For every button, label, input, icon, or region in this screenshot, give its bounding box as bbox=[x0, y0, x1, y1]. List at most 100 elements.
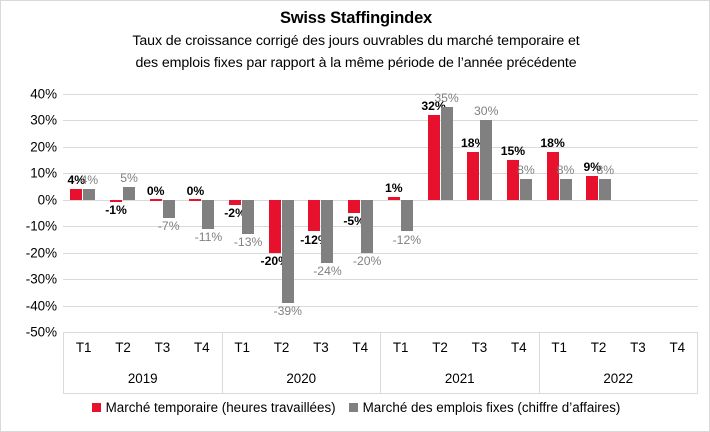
bar-temporary[interactable] bbox=[586, 175, 599, 200]
bar-temporary[interactable] bbox=[110, 199, 123, 203]
chart-subtitle-line-1: Taux de croissance corrigé des jours ouv… bbox=[132, 33, 580, 49]
quarter-label: T1 bbox=[392, 340, 409, 355]
bar-fixed[interactable] bbox=[242, 199, 255, 235]
zero-gridline bbox=[63, 200, 698, 201]
bar-fixed[interactable] bbox=[202, 199, 215, 229]
quarter-cell-group: T1 T2 T3 T4 bbox=[540, 332, 698, 363]
y-axis-tick-label: 30% bbox=[30, 112, 57, 128]
bar-temporary[interactable] bbox=[467, 152, 480, 200]
data-label-fixed: -39% bbox=[273, 303, 303, 318]
bar-temporary[interactable] bbox=[506, 160, 519, 200]
bar-fixed[interactable] bbox=[599, 178, 612, 200]
quarter-row: T1 T2 T3 T4 T1 T2 T3 T4 T1 T2 T3 T4 T1 T2 T3 T4 bbox=[64, 332, 697, 363]
data-label-temporary: -5% bbox=[343, 214, 365, 228]
quarter-cell-group: T1 T2 T3 T4 bbox=[381, 332, 540, 363]
year-label: 2020 bbox=[223, 363, 381, 393]
quarter-cell-group: T1 T2 T3 T4 bbox=[64, 332, 223, 363]
page-title: Swiss Staffingindex bbox=[279, 9, 433, 27]
y-axis-tick-label: -10% bbox=[25, 218, 57, 234]
data-label-fixed: 8% bbox=[556, 162, 575, 177]
bar-temporary[interactable] bbox=[546, 152, 559, 200]
data-label-fixed: -11% bbox=[194, 229, 223, 244]
bar-fixed[interactable] bbox=[480, 120, 493, 200]
data-label-temporary: 0% bbox=[146, 183, 165, 198]
quarter-label: T1 bbox=[551, 340, 567, 355]
quarter-label: T1 bbox=[75, 340, 92, 355]
chart-subtitle: Taux de croissance corrigé des jours ouv… bbox=[1, 31, 709, 74]
gridline bbox=[63, 120, 698, 121]
gridline bbox=[63, 279, 698, 280]
gridline bbox=[63, 147, 698, 148]
data-label-fixed: 4% bbox=[80, 173, 99, 188]
bar-fixed[interactable] bbox=[440, 107, 453, 200]
bar-temporary[interactable] bbox=[348, 199, 361, 213]
data-label-fixed: 8% bbox=[517, 162, 535, 177]
bar-temporary[interactable] bbox=[149, 198, 162, 201]
bar-fixed[interactable] bbox=[559, 178, 572, 200]
chart-subtitle-line-2: des emplois fixes par rapport à la même … bbox=[135, 54, 577, 71]
data-label-fixed: -13% bbox=[233, 235, 263, 250]
y-axis-tick-label: -30% bbox=[25, 271, 57, 287]
bar-fixed[interactable] bbox=[519, 178, 532, 200]
data-label-fixed: -24% bbox=[313, 264, 342, 279]
bar-temporary[interactable] bbox=[427, 115, 440, 200]
bar-fixed[interactable] bbox=[162, 199, 175, 219]
gridline bbox=[63, 253, 698, 254]
quarter-label: T3 bbox=[630, 340, 646, 355]
chart-legend: Marché temporaire (heures travaillées) Ma… bbox=[1, 400, 709, 415]
y-axis-tick-label: 0% bbox=[37, 192, 57, 208]
year-label: 2022 bbox=[603, 370, 634, 386]
y-axis-tick-label: 20% bbox=[30, 139, 57, 155]
bar-fixed[interactable] bbox=[83, 189, 96, 200]
year-label: 2021 bbox=[381, 363, 540, 393]
year-row: 2019 2020 2021 2022 bbox=[64, 363, 697, 393]
y-axis-tick-label: 10% bbox=[30, 165, 57, 181]
y-axis-tick-label: -40% bbox=[25, 298, 57, 314]
data-label-temporary: 9% bbox=[583, 159, 602, 174]
quarter-label: T3 bbox=[471, 340, 488, 355]
legend-label: Marché des emplois fixes (chiffre d’affa… bbox=[362, 400, 621, 415]
quarter-label: T4 bbox=[193, 340, 210, 355]
data-label-temporary: 18% bbox=[461, 136, 486, 151]
legend-item-temporary[interactable]: Marché temporaire (heures travaillées) bbox=[91, 400, 336, 415]
quarter-label: T2 bbox=[115, 340, 131, 355]
bar-temporary[interactable] bbox=[308, 199, 321, 232]
quarter-label: T3 bbox=[154, 340, 171, 355]
data-label-fixed: -12% bbox=[392, 232, 422, 247]
data-label-temporary: 32% bbox=[421, 99, 446, 114]
legend-item-fixed[interactable]: Marché des emplois fixes (chiffre d’affa… bbox=[348, 400, 621, 415]
data-label-fixed: 30% bbox=[474, 104, 499, 119]
bar-temporary[interactable] bbox=[268, 199, 281, 253]
gridline bbox=[63, 306, 698, 307]
bar-fixed[interactable] bbox=[400, 199, 413, 232]
quarter-label: T1 bbox=[234, 340, 250, 355]
bar-fixed[interactable] bbox=[321, 199, 334, 264]
bar-temporary[interactable] bbox=[387, 197, 400, 200]
data-label-fixed: -7% bbox=[157, 219, 180, 234]
data-label-fixed: -20% bbox=[352, 253, 382, 268]
title-block: Swiss Staffingindex Taux de croissance c… bbox=[1, 8, 709, 74]
legend-swatch-icon bbox=[348, 403, 358, 412]
y-axis-tick-label: 40% bbox=[30, 86, 57, 102]
quarter-label: T4 bbox=[510, 340, 527, 355]
quarter-label: T2 bbox=[273, 340, 290, 355]
data-label-temporary: 15% bbox=[500, 144, 526, 159]
bar-temporary[interactable] bbox=[70, 189, 83, 200]
bar-fixed[interactable] bbox=[281, 199, 294, 303]
bars-layer: 4% 4% -1% 5% 0% -7% 0% -11% -2% -13% -20% -39% -12% -… bbox=[63, 1, 698, 431]
data-label-temporary: 4% bbox=[67, 173, 86, 188]
data-label-fixed: 8% bbox=[596, 162, 615, 177]
bar-temporary[interactable] bbox=[229, 199, 242, 206]
category-axis-table: T1 T2 T3 T4 T1 T2 T3 T4 T1 T2 T3 T4 T1 T2 T3 T4 2019 202… bbox=[63, 332, 698, 394]
bar-temporary[interactable] bbox=[189, 198, 202, 201]
bar-fixed[interactable] bbox=[123, 186, 136, 200]
y-axis-tick-label: -20% bbox=[25, 245, 57, 261]
gridline bbox=[63, 94, 698, 95]
quarter-label: T2 bbox=[590, 340, 607, 355]
data-label-fixed: 5% bbox=[120, 170, 138, 185]
bar-fixed[interactable] bbox=[361, 199, 374, 253]
quarter-label: T4 bbox=[669, 340, 686, 355]
gridline bbox=[63, 173, 698, 174]
